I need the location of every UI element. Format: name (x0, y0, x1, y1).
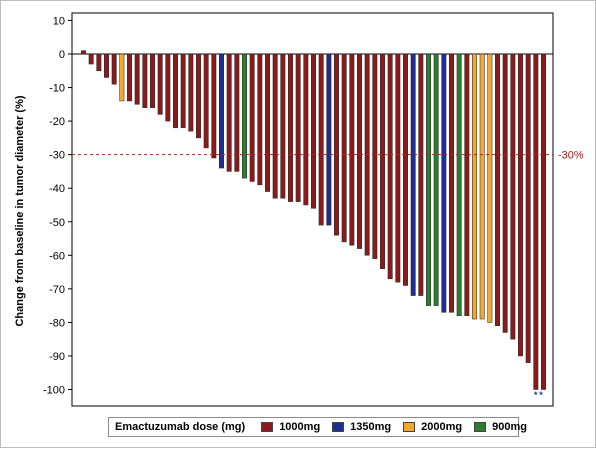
legend-swatch-900mg (474, 422, 487, 432)
bar (326, 53, 332, 226)
bar (318, 53, 324, 226)
legend-label-900mg: 900mg (492, 421, 527, 433)
bar-annotation: ** (533, 391, 544, 401)
legend-label-1350mg: 1350mg (350, 421, 392, 433)
bar (196, 53, 201, 139)
bar (173, 53, 178, 129)
y-tick-label: -60 (49, 250, 65, 262)
bar (249, 53, 255, 182)
bar (464, 53, 470, 316)
bar (81, 50, 86, 55)
bar (541, 53, 546, 390)
bar (502, 53, 508, 333)
bar (242, 53, 247, 179)
legend-swatch-2000mg (403, 422, 416, 432)
legend-label-2000mg: 2000mg (421, 421, 463, 433)
y-tick-label: 10 (53, 15, 65, 27)
bar (349, 53, 355, 246)
bar (380, 53, 385, 269)
legend-swatch-1000mg (261, 422, 274, 432)
bar (150, 53, 155, 108)
bar (449, 53, 454, 313)
bar (219, 53, 224, 169)
bar (311, 53, 316, 209)
bar (372, 53, 378, 259)
y-tick-label: -70 (49, 284, 65, 296)
y-tick-label: -50 (49, 217, 65, 229)
bar (96, 53, 102, 72)
legend: Emactuzumab dose (mg) 1000mg 1350mg 2000… (108, 417, 527, 437)
y-tick-label: -90 (49, 351, 65, 363)
y-axis-label: Change from baseline in tumor diameter (… (14, 95, 26, 326)
bar (157, 53, 163, 115)
y-tick-label: -10 (49, 83, 65, 95)
bar (265, 53, 270, 192)
bar (525, 53, 531, 363)
legend-label-1000mg: 1000mg (279, 421, 321, 433)
bar (88, 53, 94, 65)
bar (288, 53, 293, 202)
bar (472, 53, 477, 320)
legend-item-900mg: 900mg (474, 421, 527, 433)
bar (104, 53, 109, 78)
bar (479, 53, 485, 320)
bar (395, 53, 401, 283)
y-axis-ticks: 10 0 -10 -20 -30 -40 -50 -60 -70 -80 -90 -100 (43, 15, 553, 397)
bar (272, 53, 278, 199)
bar (111, 53, 117, 85)
reference-line-label: -30% (558, 150, 584, 162)
legend-item-2000mg: 2000mg (403, 421, 462, 433)
bar (433, 53, 439, 306)
bar (165, 53, 171, 122)
legend-item-1000mg: 1000mg (261, 421, 320, 433)
bar (234, 53, 240, 172)
bar (410, 53, 416, 296)
bar-series (81, 50, 546, 390)
bar (211, 53, 217, 159)
bar (226, 53, 232, 172)
y-tick-label: -80 (49, 317, 65, 329)
bar (418, 53, 424, 296)
bar (280, 53, 286, 199)
y-tick-label: -40 (49, 183, 65, 195)
bar (303, 53, 309, 206)
legend-item-1350mg: 1350mg (332, 421, 391, 433)
bar (295, 53, 301, 202)
bar (257, 53, 263, 186)
bar (441, 53, 447, 313)
bar (188, 53, 194, 132)
bar (510, 53, 516, 340)
legend-swatch-1350mg (332, 422, 345, 432)
bar (387, 53, 393, 280)
bar (142, 53, 148, 108)
bar (518, 53, 523, 357)
y-tick-label: -20 (49, 116, 65, 128)
y-tick-label: 0 (59, 49, 65, 61)
bar (426, 53, 431, 306)
bar (127, 53, 132, 102)
y-tick-label: -100 (43, 385, 65, 397)
bar (203, 53, 209, 149)
legend-title: Emactuzumab dose (mg) (115, 421, 246, 433)
bar (180, 53, 186, 129)
bar (533, 53, 539, 390)
bar (334, 53, 339, 236)
bar (456, 53, 462, 316)
bar (403, 53, 408, 286)
bar (487, 53, 493, 323)
y-tick-label: -30 (49, 150, 65, 162)
bar (357, 53, 362, 249)
bar (134, 53, 140, 105)
bar (495, 53, 500, 326)
bar (341, 53, 347, 243)
bar (119, 53, 125, 102)
